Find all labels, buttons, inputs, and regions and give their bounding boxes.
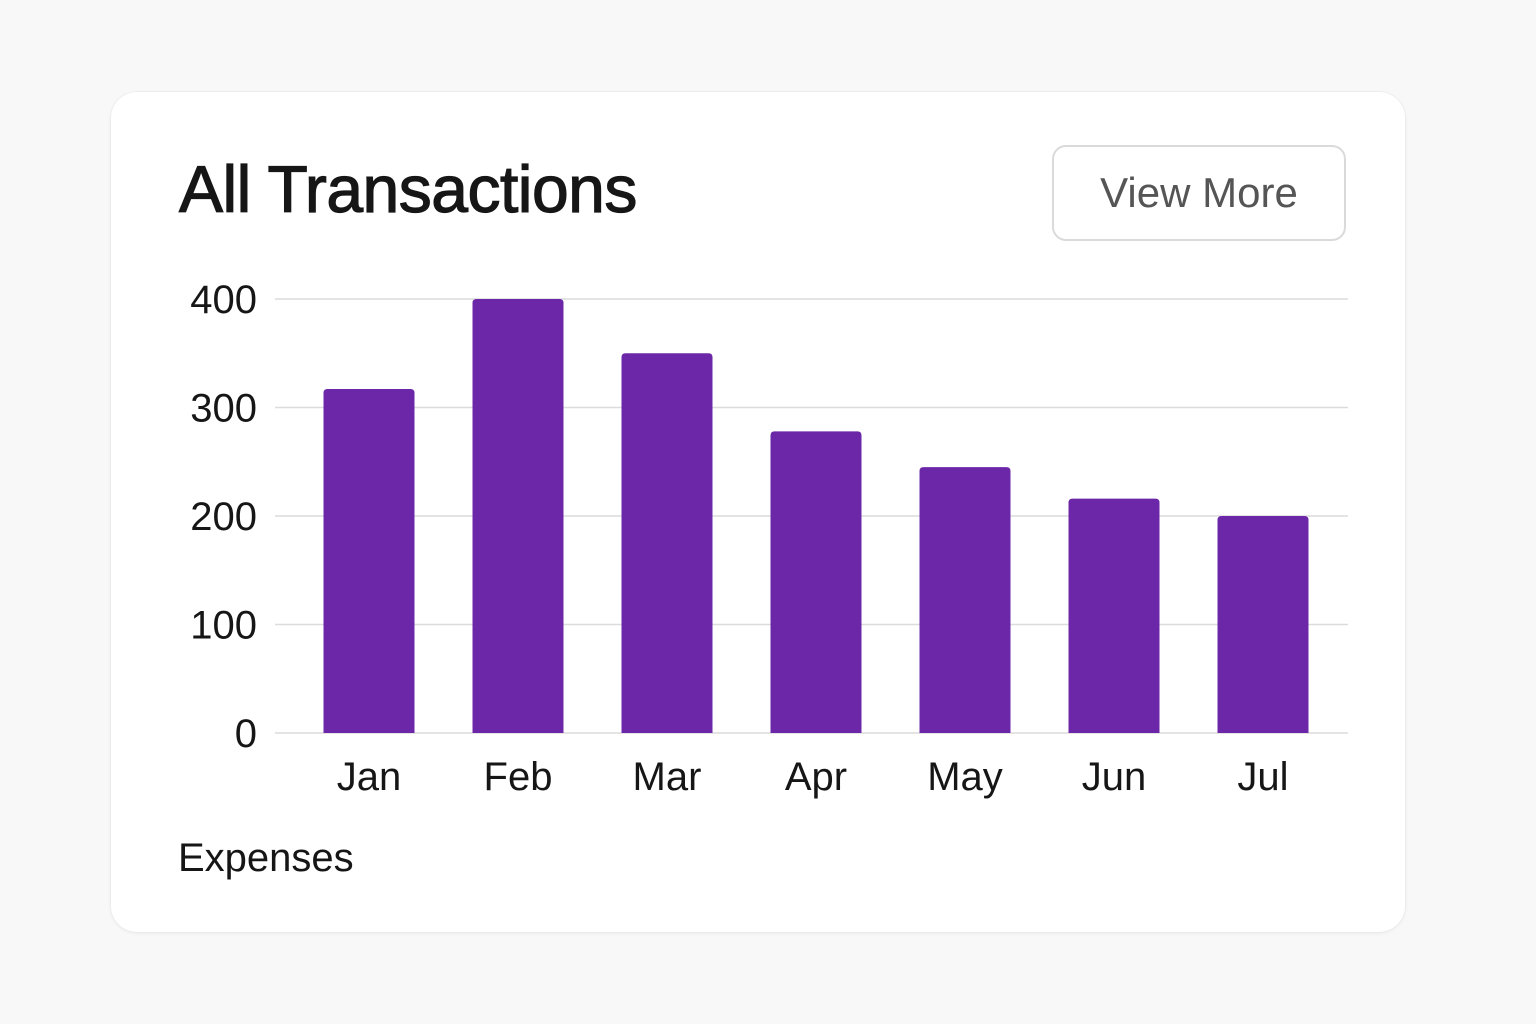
y-tick-label: 400 [190,278,257,322]
y-tick-label: 100 [190,604,257,648]
x-tick-label: May [927,755,1003,799]
bar-jul [1217,516,1309,733]
bar-apr [770,431,862,733]
bar-jan [323,389,415,733]
bar-mar [621,353,713,733]
x-tick-label: Jun [1082,755,1147,799]
x-tick-label: Jul [1237,755,1288,799]
series-label-expenses: Expenses [178,836,354,880]
x-tick-label: Mar [633,755,702,799]
bar-jun [1068,498,1160,733]
view-more-button[interactable]: View More [1052,145,1346,241]
bar-chart: 0 100 200 300 400 Jan Feb Mar Apr May Jun Jul [190,278,1348,799]
bar-may [919,467,1011,733]
y-tick-label: 300 [190,387,257,431]
x-tick-label: Feb [484,755,553,799]
x-tick-label: Jan [337,755,402,799]
card-title: All Transactions [178,152,638,226]
y-tick-label: 0 [235,712,257,756]
transactions-card: All Transactions View More 0 100 200 300 400… [111,92,1405,932]
bar-feb [472,299,564,733]
y-tick-label: 200 [190,495,257,539]
x-tick-label: Apr [785,755,847,799]
